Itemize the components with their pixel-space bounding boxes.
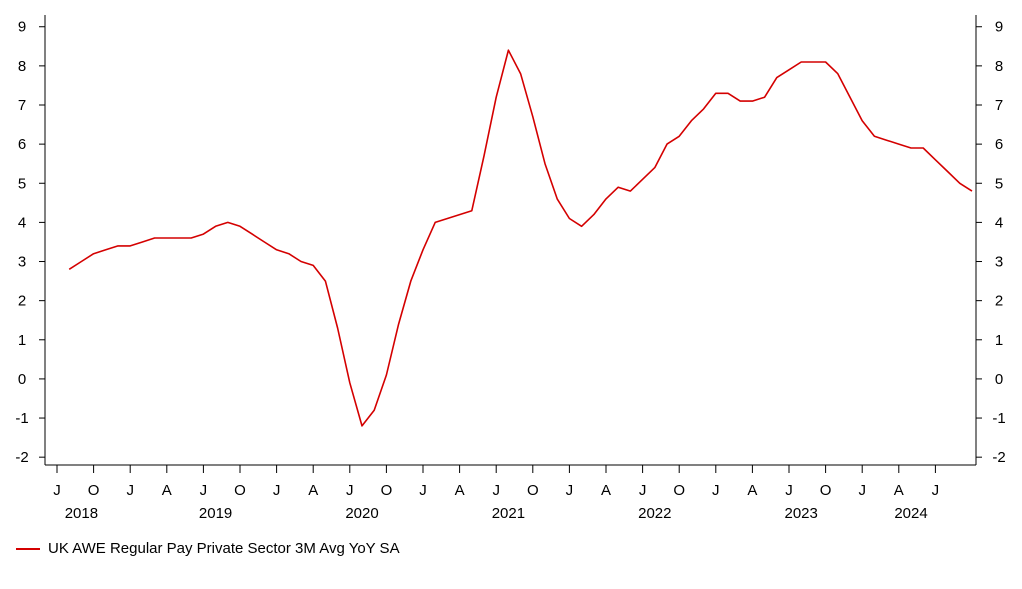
series-layer [68, 49, 973, 427]
x-tick-label: J [858, 482, 866, 499]
x-tick-label: O [820, 482, 832, 499]
x-tick-label: A [894, 482, 904, 499]
y-tick-label-right: -1 [992, 410, 1005, 427]
axes-layer [44, 15, 977, 466]
x-tick-label: J [566, 482, 574, 499]
y-tick-label-right: 9 [995, 19, 1003, 36]
x-tick-label: O [234, 482, 246, 499]
x-tick-label: J [419, 482, 427, 499]
x-year-label: 2019 [199, 505, 232, 522]
x-tick-label: O [673, 482, 685, 499]
y-tick-label-left: 8 [18, 58, 26, 75]
y-tick-label-left: 4 [18, 214, 26, 231]
x-year-label: 2021 [492, 505, 525, 522]
y-tick-label-right: 6 [995, 136, 1003, 153]
legend: UK AWE Regular Pay Private Sector 3M Avg… [16, 540, 400, 557]
x-tick-label: O [381, 482, 393, 499]
x-tick-label: J [200, 482, 208, 499]
x-tick-label: J [126, 482, 134, 499]
y-tick-label-right: 3 [995, 254, 1003, 271]
x-tick-label: J [712, 482, 720, 499]
y-tick-label-left: 0 [18, 371, 26, 388]
y-tick-label-right: 5 [995, 175, 1003, 192]
y-tick-label-left: -1 [15, 410, 28, 427]
y-tick-label-right: 0 [995, 371, 1003, 388]
y-tick-label-left: 6 [18, 136, 26, 153]
x-tick-label: A [162, 482, 172, 499]
x-year-label: 2023 [785, 505, 818, 522]
x-tick-label: J [785, 482, 793, 499]
x-tick-label: J [53, 482, 61, 499]
legend-label: UK AWE Regular Pay Private Sector 3M Avg… [48, 540, 400, 557]
y-tick-label-right: -2 [992, 449, 1005, 466]
y-tick-label-right: 1 [995, 332, 1003, 349]
x-tick-label: O [527, 482, 539, 499]
y-tick-label-left: 3 [18, 254, 26, 271]
x-tick-label: J [932, 482, 940, 499]
series-line [68, 49, 973, 427]
x-year-label: 2020 [345, 505, 378, 522]
x-tick-label: A [747, 482, 757, 499]
x-tick-label: A [308, 482, 318, 499]
x-tick-label: A [601, 482, 611, 499]
y-tick-label-left: 1 [18, 332, 26, 349]
x-year-label: 2024 [894, 505, 927, 522]
y-tick-label-right: 4 [995, 214, 1003, 231]
y-tick-label-left: 5 [18, 175, 26, 192]
x-tick-label: J [492, 482, 500, 499]
y-tick-label-right: 7 [995, 97, 1003, 114]
x-tick-label: J [273, 482, 281, 499]
x-tick-label: A [455, 482, 465, 499]
y-tick-label-left: -2 [15, 449, 28, 466]
x-tick-label: J [639, 482, 647, 499]
y-tick-label-left: 9 [18, 19, 26, 36]
x-tick-label: O [88, 482, 100, 499]
x-year-label: 2018 [65, 505, 98, 522]
y-tick-label-right: 2 [995, 293, 1003, 310]
y-tick-label-right: 8 [995, 58, 1003, 75]
x-tick-label: J [346, 482, 354, 499]
ticks-layer: -2 -2 -1 -1 0 0 1 1 2 2 3 3 4 4 5 5 6 6 7 7 8 8 9 9 J O J A J O J A J O J A… [15, 19, 1005, 522]
y-tick-label-left: 7 [18, 97, 26, 114]
y-tick-label-left: 2 [18, 293, 26, 310]
legend-swatch [16, 547, 40, 550]
x-year-label: 2022 [638, 505, 671, 522]
